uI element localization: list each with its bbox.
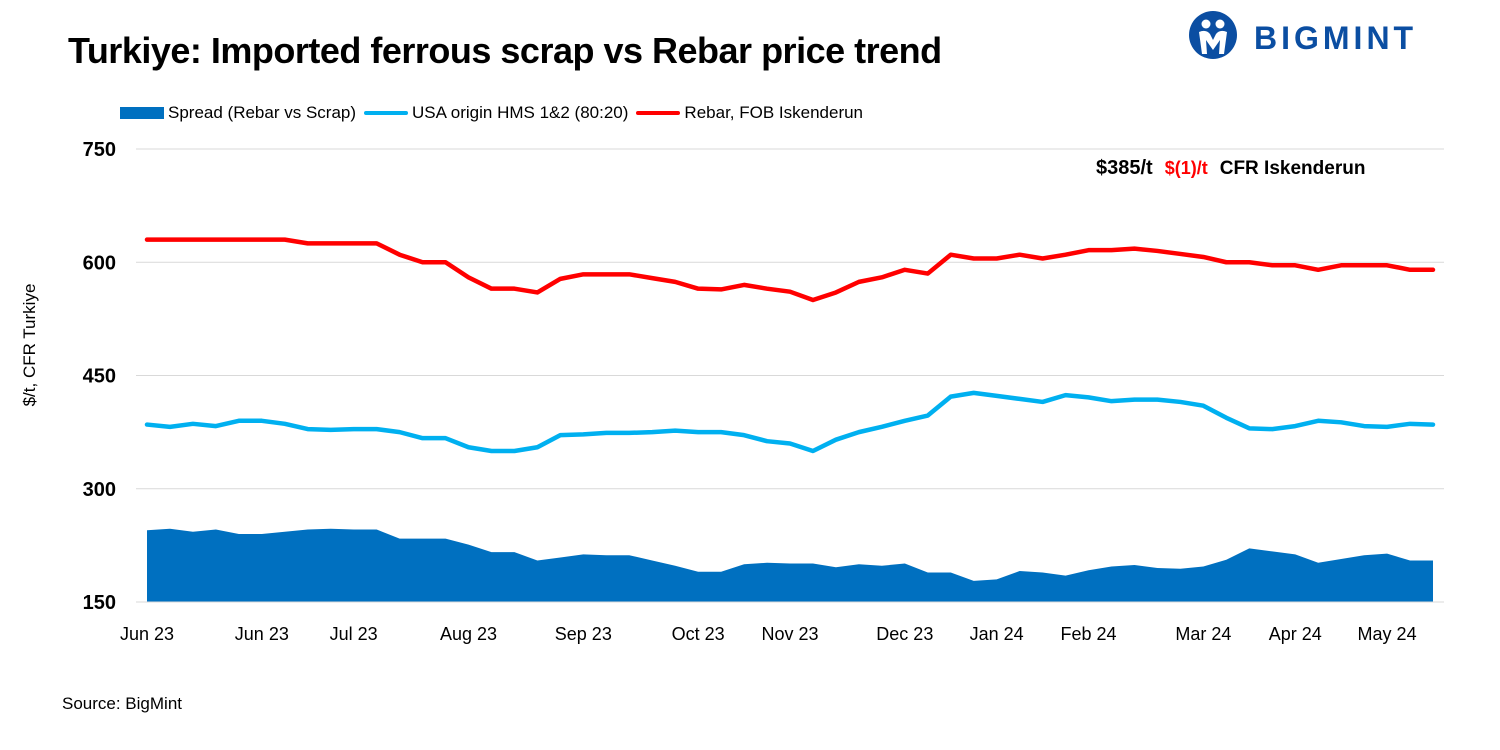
annotation-change: $(1)/t	[1164, 158, 1208, 178]
x-tick-label: Jun 23	[235, 624, 289, 644]
brand-name: BIGMINT	[1254, 20, 1418, 56]
legend-swatch-scrap	[364, 111, 409, 115]
chart-title: Turkiye: Imported ferrous scrap vs Rebar…	[68, 30, 942, 71]
legend-item-rebar: Rebar, FOB Iskenderun	[636, 103, 863, 123]
x-tick-label: Feb 24	[1061, 624, 1117, 644]
x-tick-label: Apr 24	[1269, 624, 1322, 644]
legend-label-rebar: Rebar, FOB Iskenderun	[684, 103, 864, 122]
series-line-rebar	[144, 237, 1436, 303]
legend-item-spread: Spread (Rebar vs Scrap)	[120, 103, 356, 123]
legend-swatch-spread	[120, 107, 164, 119]
series-line-scrap	[144, 390, 1436, 454]
x-tick-label: Dec 23	[876, 624, 933, 644]
x-tick-label: Nov 23	[761, 624, 818, 644]
legend-item-scrap: USA origin HMS 1&2 (80:20)	[364, 103, 628, 123]
legend-label-scrap: USA origin HMS 1&2 (80:20)	[412, 103, 629, 122]
chart-legend: Spread (Rebar vs Scrap) USA origin HMS 1…	[120, 100, 871, 126]
source-note: Source: BigMint	[62, 694, 182, 713]
y-tick-label-150: 150	[83, 592, 116, 614]
y-tick-label-750: 750	[83, 139, 116, 161]
x-tick-label: Oct 23	[672, 624, 725, 644]
bigmint-logo-icon	[1189, 11, 1237, 59]
legend-swatch-rebar	[636, 111, 681, 115]
x-tick-label: Aug 23	[440, 624, 497, 644]
x-tick-label: Jul 23	[330, 624, 378, 644]
legend-label-spread: Spread (Rebar vs Scrap)	[168, 103, 357, 122]
x-tick-label: Sep 23	[555, 624, 612, 644]
y-tick-label-450: 450	[83, 366, 116, 388]
y-tick-label-600: 600	[83, 252, 116, 274]
price-annotation: $385/t $(1)/t CFR Iskenderun	[1096, 157, 1365, 180]
x-tick-label: Jan 24	[970, 624, 1024, 644]
x-tick-label: May 24	[1358, 624, 1417, 644]
y-tick-label-300: 300	[83, 479, 116, 501]
annotation-price: $385/t	[1096, 157, 1153, 179]
x-tick-label: Mar 24	[1175, 624, 1231, 644]
annotation-location: CFR Iskenderun	[1219, 158, 1366, 179]
series-area-spread	[147, 528, 1433, 602]
x-tick-label: Jun 23	[120, 624, 174, 644]
